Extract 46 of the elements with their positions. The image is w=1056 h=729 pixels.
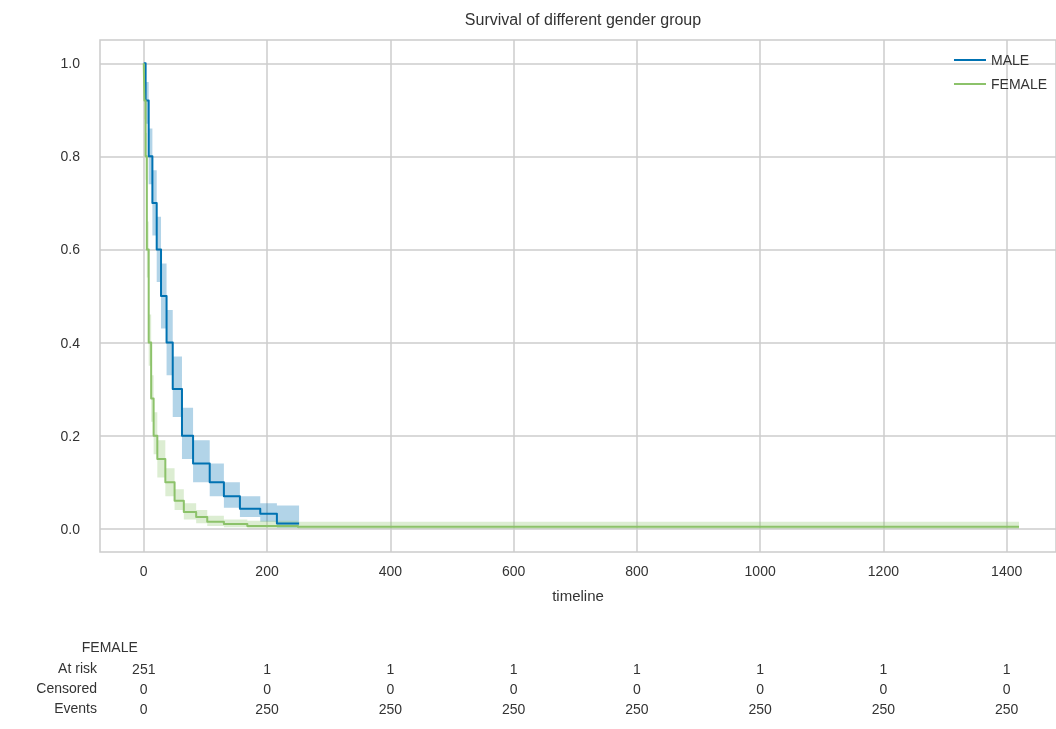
text: 251	[132, 661, 156, 677]
text: 250	[255, 701, 279, 717]
x-axis-title: timeline	[552, 587, 604, 604]
legend-label: FEMALE	[990, 76, 1047, 92]
y-tick-label: 0.4	[60, 334, 81, 351]
y-tick-label: 0.8	[60, 148, 81, 165]
text: 0	[386, 681, 395, 697]
text: 0	[139, 701, 148, 717]
text: 250	[501, 701, 526, 717]
text: 0	[879, 681, 888, 697]
x-tick-label: 1200	[867, 563, 900, 579]
text: 0	[263, 681, 272, 697]
text: 0	[139, 681, 148, 697]
text: 250	[995, 701, 1019, 717]
legend-label: MALE	[990, 52, 1030, 68]
text: Censored	[36, 680, 97, 696]
text: 1	[509, 661, 518, 677]
text: Events	[54, 700, 98, 716]
text: 250	[871, 701, 896, 717]
text: 250	[748, 701, 773, 717]
chart-title: Survival of different gender group	[464, 10, 702, 28]
x-tick-label: 800	[625, 563, 649, 579]
y-tick-label: 0.2	[60, 427, 81, 444]
text: 1	[879, 661, 888, 677]
x-tick-label: 1000	[744, 563, 776, 579]
x-tick-label: 0	[139, 563, 148, 579]
text: 250	[378, 701, 403, 717]
y-tick-label: 0.6	[60, 241, 81, 258]
x-tick-label: 200	[255, 563, 279, 579]
y-tick-label: 1.0	[60, 55, 81, 72]
x-tick-label: 1400	[991, 563, 1023, 579]
text: 1	[263, 661, 272, 677]
text: FEMALE	[81, 639, 138, 655]
text: 1	[386, 661, 395, 677]
text: 0	[632, 681, 641, 697]
text: 1	[1002, 661, 1011, 677]
text: 250	[625, 701, 649, 717]
text: 1	[756, 661, 765, 677]
text: 0	[509, 681, 518, 697]
text: 1	[632, 661, 641, 677]
text: 0	[1002, 681, 1011, 697]
text: At risk	[58, 660, 98, 676]
y-tick-label: 0.0	[60, 520, 81, 537]
x-tick-label: 600	[501, 563, 526, 579]
text: 0	[756, 681, 765, 697]
x-tick-label: 400	[378, 563, 403, 579]
